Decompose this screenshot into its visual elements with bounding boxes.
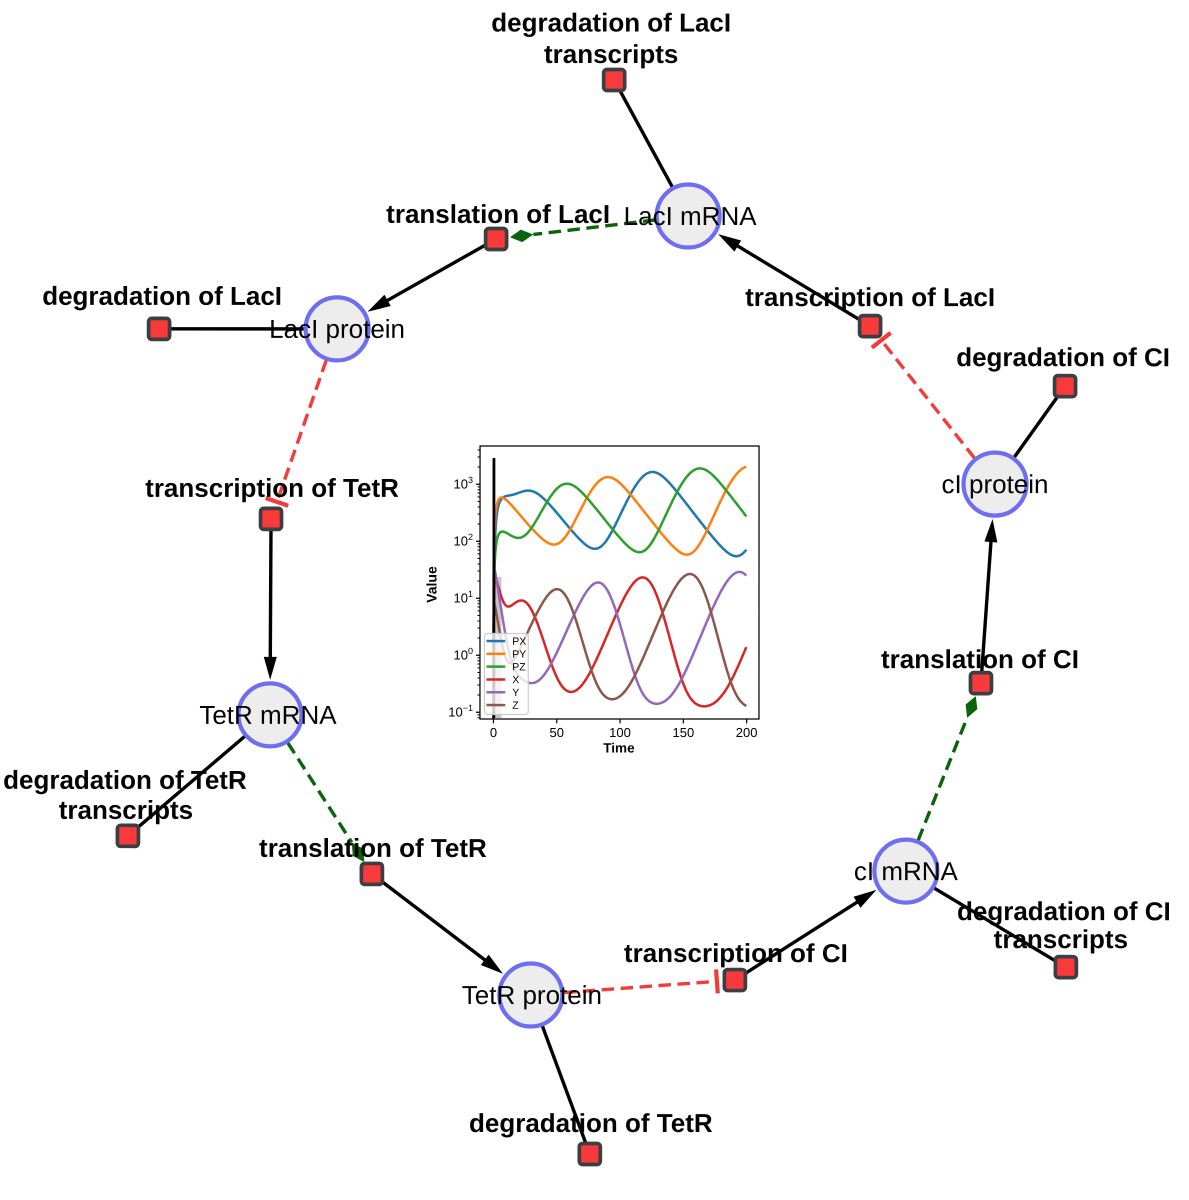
svg-text:transcripts: transcripts	[59, 795, 193, 825]
svg-text:transcripts: transcripts	[544, 39, 678, 69]
svg-text:PZ: PZ	[512, 661, 526, 673]
svg-text:translation of TetR: translation of TetR	[259, 833, 487, 863]
svg-text:0: 0	[490, 725, 497, 740]
svg-text:TetR protein: TetR protein	[462, 980, 602, 1010]
svg-text:50: 50	[550, 725, 564, 740]
svg-text:transcription of LacI: transcription of LacI	[745, 282, 995, 312]
svg-text:degradation of TetR: degradation of TetR	[3, 765, 247, 795]
svg-text:translation of CI: translation of CI	[881, 644, 1079, 674]
svg-text:degradation of CI: degradation of CI	[956, 342, 1170, 372]
svg-text:degradation of CI: degradation of CI	[957, 896, 1171, 926]
svg-text:PY: PY	[512, 649, 526, 661]
svg-text:LacI protein: LacI protein	[269, 314, 405, 344]
svg-text:degradation of LacI: degradation of LacI	[491, 7, 731, 37]
svg-text:transcripts: transcripts	[994, 924, 1128, 954]
svg-text:TetR mRNA: TetR mRNA	[199, 700, 337, 730]
svg-text:PX: PX	[512, 636, 526, 648]
svg-text:translation of LacI: translation of LacI	[386, 199, 610, 229]
svg-text:100: 100	[609, 725, 631, 740]
svg-text:transcription of TetR: transcription of TetR	[145, 473, 399, 503]
svg-text:150: 150	[672, 725, 694, 740]
svg-text:X: X	[512, 674, 519, 686]
svg-text:degradation of TetR: degradation of TetR	[469, 1108, 713, 1138]
svg-text:degradation of LacI: degradation of LacI	[42, 281, 282, 311]
svg-text:cI protein: cI protein	[942, 469, 1049, 499]
svg-text:transcription of CI: transcription of CI	[624, 938, 848, 968]
svg-text:Value: Value	[423, 566, 439, 603]
svg-text:LacI mRNA: LacI mRNA	[624, 201, 758, 231]
svg-text:Time: Time	[603, 741, 635, 756]
svg-text:Z: Z	[512, 700, 519, 712]
svg-text:cI mRNA: cI mRNA	[854, 856, 959, 886]
svg-text:Y: Y	[512, 687, 519, 699]
svg-text:200: 200	[736, 725, 758, 740]
